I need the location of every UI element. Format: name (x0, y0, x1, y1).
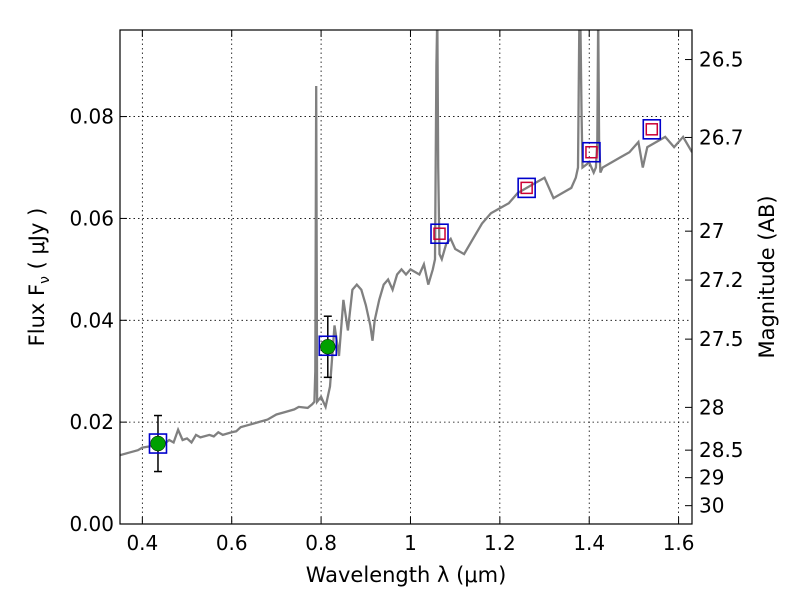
model-point-outer (430, 223, 449, 245)
model-point-outer (642, 119, 662, 140)
x-tick-label: 0.4 (126, 531, 158, 555)
grid (120, 30, 692, 525)
y-axis-label-unit: ( μJy ) (25, 208, 49, 276)
model-point-inner (520, 181, 533, 195)
y2-tick-label: 27 (699, 219, 724, 243)
y-axis-label-main: Flux F (25, 284, 49, 346)
x-tick-label: 1 (404, 531, 417, 555)
x-tick-label: 0.6 (216, 531, 248, 555)
y-tick-label: 0.06 (69, 206, 114, 230)
error-bars (153, 315, 332, 473)
y2-tick-label: 30 (699, 494, 724, 518)
ticks: 0.4 0.6 0.8 1 1.2 1.4 1.6 0.00 0.02 0.04 0.06 0.08 2… (69, 30, 744, 555)
y2-tick-label: 28.5 (699, 438, 744, 462)
x-tick-label: 0.8 (305, 531, 337, 555)
y2-tick-label: 26.5 (699, 48, 744, 72)
x-axis-label: Wavelength λ (μm) (306, 563, 507, 587)
model-point-inner (645, 123, 659, 136)
y-tick-label: 0.04 (69, 308, 114, 332)
photometry-point (150, 435, 166, 452)
y-tick-label: 0.08 (69, 105, 114, 129)
y2-tick-label: 27.2 (699, 268, 744, 292)
y-tick-label: 0.00 (69, 512, 114, 536)
y2-tick-label: 29 (699, 466, 724, 490)
model-point-inner (585, 145, 598, 159)
model-point-outer (517, 177, 536, 199)
model-point-outer (318, 335, 338, 357)
model-point-outer (582, 141, 601, 163)
x-tick-label: 1.2 (484, 531, 516, 555)
markers (148, 119, 662, 454)
secondary-y-axis-label: Magnitude (AB) (755, 195, 779, 358)
x-tick-label: 1.6 (663, 531, 695, 555)
plot-frame (119, 29, 693, 525)
y2-tick-label: 28 (699, 395, 724, 419)
y-axis-label: Flux Fν ( μJy ) (25, 208, 53, 347)
model-point-inner (433, 227, 446, 240)
y-tick-label: 0.02 (69, 410, 114, 434)
photometry-point (320, 339, 336, 355)
y2-tick-label: 26.7 (699, 125, 744, 149)
y2-tick-label: 27.5 (699, 327, 744, 351)
spectrum-line (120, 30, 692, 457)
y-axis-label-subscript: ν (37, 276, 53, 284)
model-point-outer (148, 433, 168, 454)
x-tick-label: 1.4 (573, 531, 605, 555)
